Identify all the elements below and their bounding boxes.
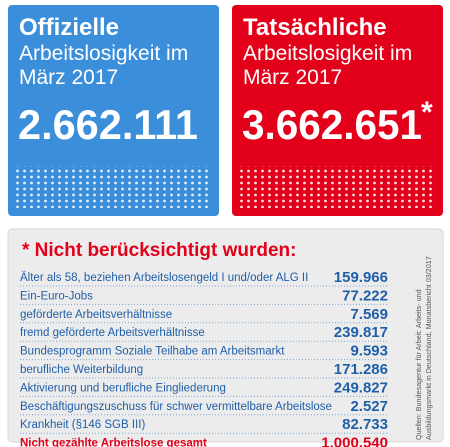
dot-pattern — [16, 166, 212, 208]
table-bg — [7, 228, 444, 443]
row-label: Älter als 58, beziehen Arbeitslosengeld … — [20, 272, 308, 284]
line: Arbeitslosigkeit im — [243, 42, 412, 65]
row-label: Beschäftigungszuschuss für schwer vermit… — [20, 401, 332, 413]
row-label: Krankheit (§146 SGB III) — [20, 419, 145, 431]
row-label: Aktivierung und berufliche Eingliederung — [20, 382, 226, 394]
table-box: * Nicht berücksichtigt wurden: Quellen: … — [7, 228, 444, 447]
heading: Tatsächliche — [243, 14, 387, 41]
total-label: Nicht gezählte Arbeitslose gesamt — [20, 438, 207, 447]
box-bg — [8, 5, 219, 216]
total-value: 1.000.540 — [321, 435, 388, 447]
box-actual: Tatsächliche Arbeitslosigkeit im März 20… — [232, 5, 443, 216]
dot-pattern — [240, 166, 436, 208]
row-label: fremd geförderte Arbeitsverhältnisse — [20, 327, 205, 339]
row-value: 249.827 — [334, 379, 388, 396]
big-number: 2.662.111 — [18, 101, 198, 148]
marker: * — [421, 96, 433, 129]
source: Quellen: Bundesagentur für Arbeit: Arbei… — [414, 256, 433, 440]
row-value: 77.222 — [342, 287, 388, 304]
row-value: 159.966 — [334, 269, 388, 286]
table-title: * Nicht berücksichtigt wurden: — [22, 240, 296, 261]
line: Arbeitslosigkeit im — [19, 42, 188, 65]
source-line: Quellen: Bundesagentur für Arbeit: Arbei… — [414, 289, 423, 440]
heading: Offizielle — [19, 14, 119, 41]
big-number: 3.662.651 — [242, 101, 422, 148]
row-label: Ein-Euro-Jobs — [20, 290, 93, 302]
row-value: 2.527 — [350, 398, 388, 415]
row-value: 7.569 — [350, 306, 388, 323]
source-line: Ausbildungsmarkt in Deutschland, Monatsb… — [424, 256, 433, 440]
box-bg — [232, 5, 443, 216]
line: März 2017 — [243, 66, 342, 89]
row-label: geförderte Arbeitsverhältnisse — [20, 309, 172, 321]
row-value: 171.286 — [334, 361, 388, 378]
row-value: 9.593 — [350, 343, 388, 360]
row-label: berufliche Weiterbildung — [20, 364, 143, 376]
row-label: Bundesprogramm Soziale Teilhabe am Arbei… — [20, 346, 285, 358]
row-value: 82.733 — [342, 416, 388, 433]
line: März 2017 — [19, 66, 118, 89]
box-official: Offizielle Arbeitslosigkeit im März 2017… — [8, 5, 219, 216]
row-value: 239.817 — [334, 324, 388, 341]
